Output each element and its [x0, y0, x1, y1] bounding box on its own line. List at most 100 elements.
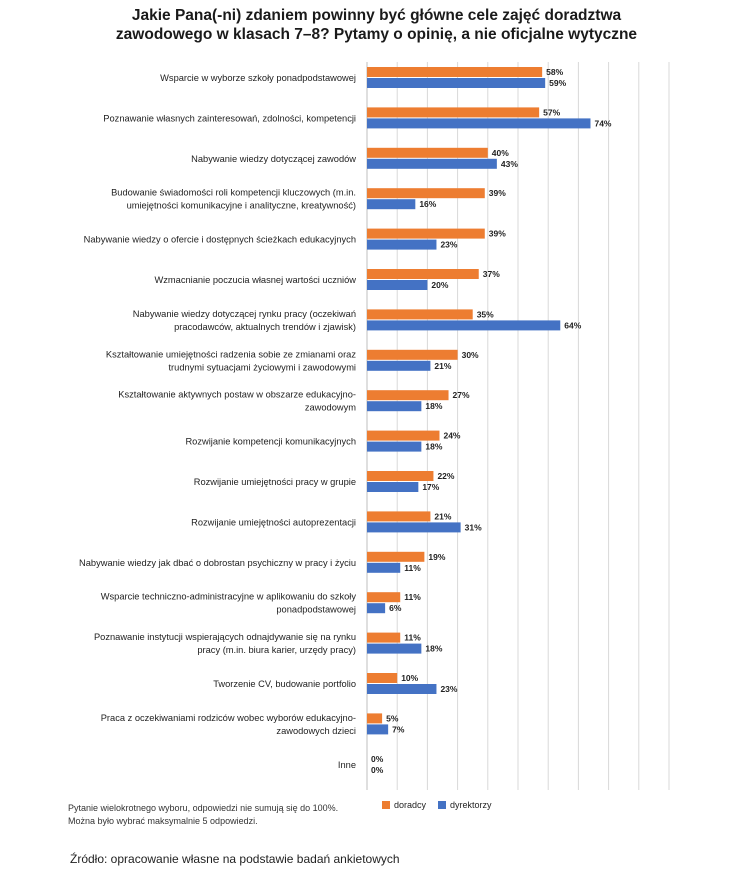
category-label: trudnymi sytuacjami życiowymi i zawodowy… [168, 362, 356, 372]
category-label: Nabywanie wiedzy o ofercie i dostępnych … [84, 235, 356, 245]
data-label-dyrektorzy: 21% [434, 361, 451, 371]
bar-chart: Wsparcie w wyborze szkoły ponadpodstawow… [79, 62, 670, 790]
category-label: Poznawanie własnych zainteresowań, zdoln… [103, 113, 356, 123]
bar-doradcy [367, 349, 458, 360]
data-label-dyrektorzy: 18% [425, 401, 442, 411]
category-label: Wsparcie techniczno-administracyjne w ap… [101, 592, 357, 602]
category-label: pracodawców, aktualnych trendów i zjawis… [174, 322, 356, 332]
bar-doradcy [367, 430, 440, 441]
data-label-doradcy: 30% [462, 350, 479, 360]
data-label-doradcy: 24% [443, 431, 460, 441]
category-label: Tworzenie CV, budowanie portfolio [213, 679, 356, 689]
chart-note-line1: Pytanie wielokrotnego wyboru, odpowiedzi… [68, 803, 339, 813]
bar-dyrektorzy [367, 360, 431, 371]
data-label-doradcy: 27% [453, 390, 470, 400]
data-label-doradcy: 11% [404, 592, 421, 602]
category-label: Rozwijanie kompetencji komunikacyjnych [185, 437, 356, 447]
bar-doradcy [367, 511, 431, 522]
chart-note-line2: Można było wybrać maksymalnie 5 odpowied… [68, 816, 258, 826]
data-label-doradcy: 5% [386, 713, 399, 723]
data-label-doradcy: 39% [489, 229, 506, 239]
bar-dyrektorzy [367, 643, 422, 654]
category-label: Budowanie świadomości roli kompetencji k… [111, 188, 356, 198]
category-label: Rozwijanie umiejętności pracy w grupie [194, 477, 356, 487]
bar-doradcy [367, 551, 425, 562]
bar-doradcy [367, 309, 473, 320]
data-label-dyrektorzy: 74% [594, 118, 611, 128]
data-label-doradcy: 22% [437, 471, 454, 481]
bar-dyrektorzy [367, 522, 461, 533]
chart-legend: doradcy dyrektorzy [382, 800, 492, 810]
legend-item-dyrektorzy: dyrektorzy [438, 800, 492, 810]
data-label-doradcy: 58% [546, 67, 563, 77]
bar-doradcy [367, 269, 479, 279]
bar-doradcy [367, 713, 383, 724]
category-label: Kształtowanie aktywnych postaw w obszarz… [118, 390, 356, 400]
bar-dyrektorzy [367, 199, 416, 210]
bar-doradcy [367, 592, 401, 603]
chart-title-line2: zawodowego w klasach 7–8? Pytamy o opini… [115, 26, 638, 43]
bar-dyrektorzy [367, 401, 422, 412]
bar-dyrektorzy [367, 482, 419, 492]
data-label-dyrektorzy: 64% [564, 320, 581, 330]
category-label: Nabywanie wiedzy jak dbać o dobrostan ps… [79, 558, 356, 568]
data-label-doradcy: 39% [489, 188, 506, 198]
bar-dyrektorzy [367, 441, 422, 452]
bar-dyrektorzy [367, 158, 497, 169]
data-label-dyrektorzy: 23% [440, 684, 457, 694]
category-label: ponadpodstawowej [276, 605, 356, 615]
bar-dyrektorzy [367, 118, 591, 129]
bar-doradcy [367, 390, 449, 401]
data-label-dyrektorzy: 16% [419, 199, 436, 209]
bar-doradcy [367, 67, 543, 77]
data-label-dyrektorzy: 20% [431, 280, 448, 290]
category-label: Inne [338, 760, 356, 770]
data-label-doradcy: 40% [492, 148, 509, 158]
bar-dyrektorzy [367, 603, 386, 614]
category-label: Kształtowanie umiejętności radzenia sobi… [106, 349, 356, 359]
legend-swatch-dyrektorzy [438, 801, 447, 809]
bar-dyrektorzy [367, 320, 561, 331]
category-label: Poznawanie instytucji wspierających odna… [94, 632, 356, 642]
bar-dyrektorzy [367, 239, 437, 250]
data-label-dyrektorzy: 11% [404, 563, 421, 573]
chart-note: Pytanie wielokrotnego wyboru, odpowiedzi… [68, 802, 338, 828]
data-label-dyrektorzy: 23% [440, 240, 457, 250]
bar-doradcy [367, 673, 398, 683]
data-label-doradcy: 11% [404, 633, 421, 643]
data-label-doradcy: 10% [401, 673, 418, 683]
category-label: Rozwijanie umiejętności autoprezentacji [191, 517, 356, 527]
data-label-doradcy: 21% [434, 511, 451, 521]
bar-doradcy [367, 107, 540, 118]
legend-item-doradcy: doradcy [382, 800, 426, 810]
bar-dyrektorzy [367, 280, 428, 290]
bar-dyrektorzy [367, 78, 546, 88]
data-label-dyrektorzy: 7% [392, 724, 405, 734]
data-label-doradcy: 35% [477, 309, 494, 319]
category-label: Nabywanie wiedzy dotyczącej zawodów [191, 154, 356, 164]
data-label-dyrektorzy: 18% [425, 644, 442, 654]
bar-doradcy [367, 147, 488, 158]
data-label-dyrektorzy: 31% [465, 522, 482, 532]
category-label: Nabywanie wiedzy dotyczącej rynku pracy … [133, 309, 356, 319]
data-label-dyrektorzy: 43% [501, 159, 518, 169]
category-label: zawodowych dzieci [276, 726, 356, 736]
data-label-dyrektorzy: 6% [389, 603, 402, 613]
bar-dyrektorzy [367, 724, 389, 735]
data-label-dyrektorzy: 18% [425, 442, 442, 452]
category-label: zawodowym [305, 403, 356, 413]
bar-doradcy [367, 228, 485, 239]
category-label: Wsparcie w wyborze szkoły ponadpodstawow… [160, 73, 356, 83]
bar-doradcy [367, 632, 401, 643]
category-label: Wzmacnianie poczucia własnej wartości uc… [154, 275, 356, 285]
category-label: pracy (m.in. biura karier, urzędy pracy) [197, 645, 356, 655]
data-label-dyrektorzy: 59% [549, 78, 566, 88]
legend-label-doradcy: doradcy [394, 800, 427, 810]
category-label: Praca z oczekiwaniami rodziców wobec wyb… [101, 713, 356, 723]
bar-doradcy [367, 188, 485, 199]
data-label-doradcy: 0% [371, 754, 384, 764]
data-label-doradcy: 57% [543, 107, 560, 117]
data-label-dyrektorzy: 17% [422, 482, 439, 492]
legend-label-dyrektorzy: dyrektorzy [450, 800, 492, 810]
category-label: umiejętności komunikacyjne i analityczne… [127, 201, 356, 211]
